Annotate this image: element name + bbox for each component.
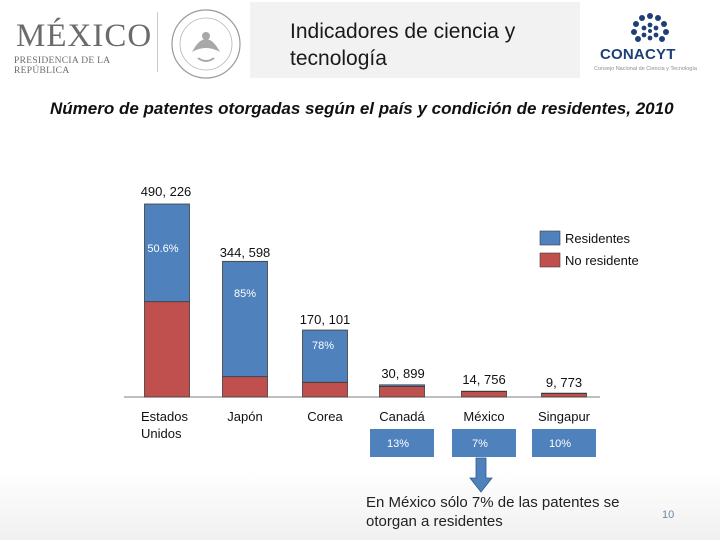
logo-sub-text: PRESIDENCIA DE LA REPÚBLICA <box>14 56 110 76</box>
resident-share-box <box>532 429 596 457</box>
down-arrow-icon <box>469 457 493 493</box>
national-seal-icon <box>171 9 241 79</box>
bar-no-residente <box>541 393 587 398</box>
bar-residentes <box>222 260 268 378</box>
resident-share-label: 7% <box>472 438 488 450</box>
legend-label-residentes: Residentes <box>565 231 631 246</box>
category-label: Unidos <box>141 426 182 441</box>
legend-label-no-residente: No residente <box>565 253 639 268</box>
category-label: México <box>463 409 504 424</box>
resident-share-label: 10% <box>549 438 571 450</box>
bar-no-residente <box>144 301 190 398</box>
total-value-label: 344, 598 <box>220 245 271 260</box>
total-value-label: 30, 899 <box>381 366 424 381</box>
bar-no-residente <box>222 376 268 398</box>
bar-no-residente <box>461 391 507 398</box>
conacyt-subtitle: Consejo Nacional de Ciencia y Tecnología <box>594 66 697 72</box>
resident-share-box <box>452 429 516 457</box>
logo-divider <box>157 12 158 72</box>
total-value-label: 490, 226 <box>141 184 192 199</box>
category-label: Estados <box>141 409 188 424</box>
category-label: Canadá <box>379 409 425 424</box>
bar-no-residente <box>302 381 348 398</box>
total-value-label: 170, 101 <box>300 312 351 327</box>
title-background <box>250 2 580 78</box>
bar-residentes <box>302 329 348 383</box>
page-title: Indicadores de ciencia y tecnología <box>290 20 516 70</box>
total-value-label: 14, 756 <box>462 372 505 387</box>
footnote: En México sólo 7% de las patentes se oto… <box>366 494 620 530</box>
page-number: 10 <box>662 509 675 521</box>
logo-main-text: MÉXICO <box>16 18 153 54</box>
bar-residentes <box>144 203 190 303</box>
bar-no-residente <box>379 386 425 398</box>
conacyt-logo-icon <box>631 13 669 42</box>
conacyt-name: CONACYT <box>600 46 676 63</box>
category-label: Japón <box>227 409 262 424</box>
resident-share-box <box>370 429 434 457</box>
footer-band <box>0 470 720 540</box>
resident-share-label: 13% <box>387 438 409 450</box>
total-value-label: 9, 773 <box>546 375 582 390</box>
legend-swatch-no-residente <box>539 252 561 268</box>
category-label: Corea <box>307 409 343 424</box>
resident-share-label: 78% <box>312 340 334 352</box>
category-label: Singapur <box>538 409 591 424</box>
legend-swatch-residentes <box>539 230 561 246</box>
resident-share-label: 85% <box>234 288 256 300</box>
bar-residentes <box>379 384 425 387</box>
chart-subtitle: Número de patentes otorgadas según el pa… <box>50 99 674 118</box>
mexico-logo: MÉXICO PRESIDENCIA DE LA REPÚBLICA <box>10 18 153 76</box>
resident-share-label: 50.6% <box>147 243 178 255</box>
